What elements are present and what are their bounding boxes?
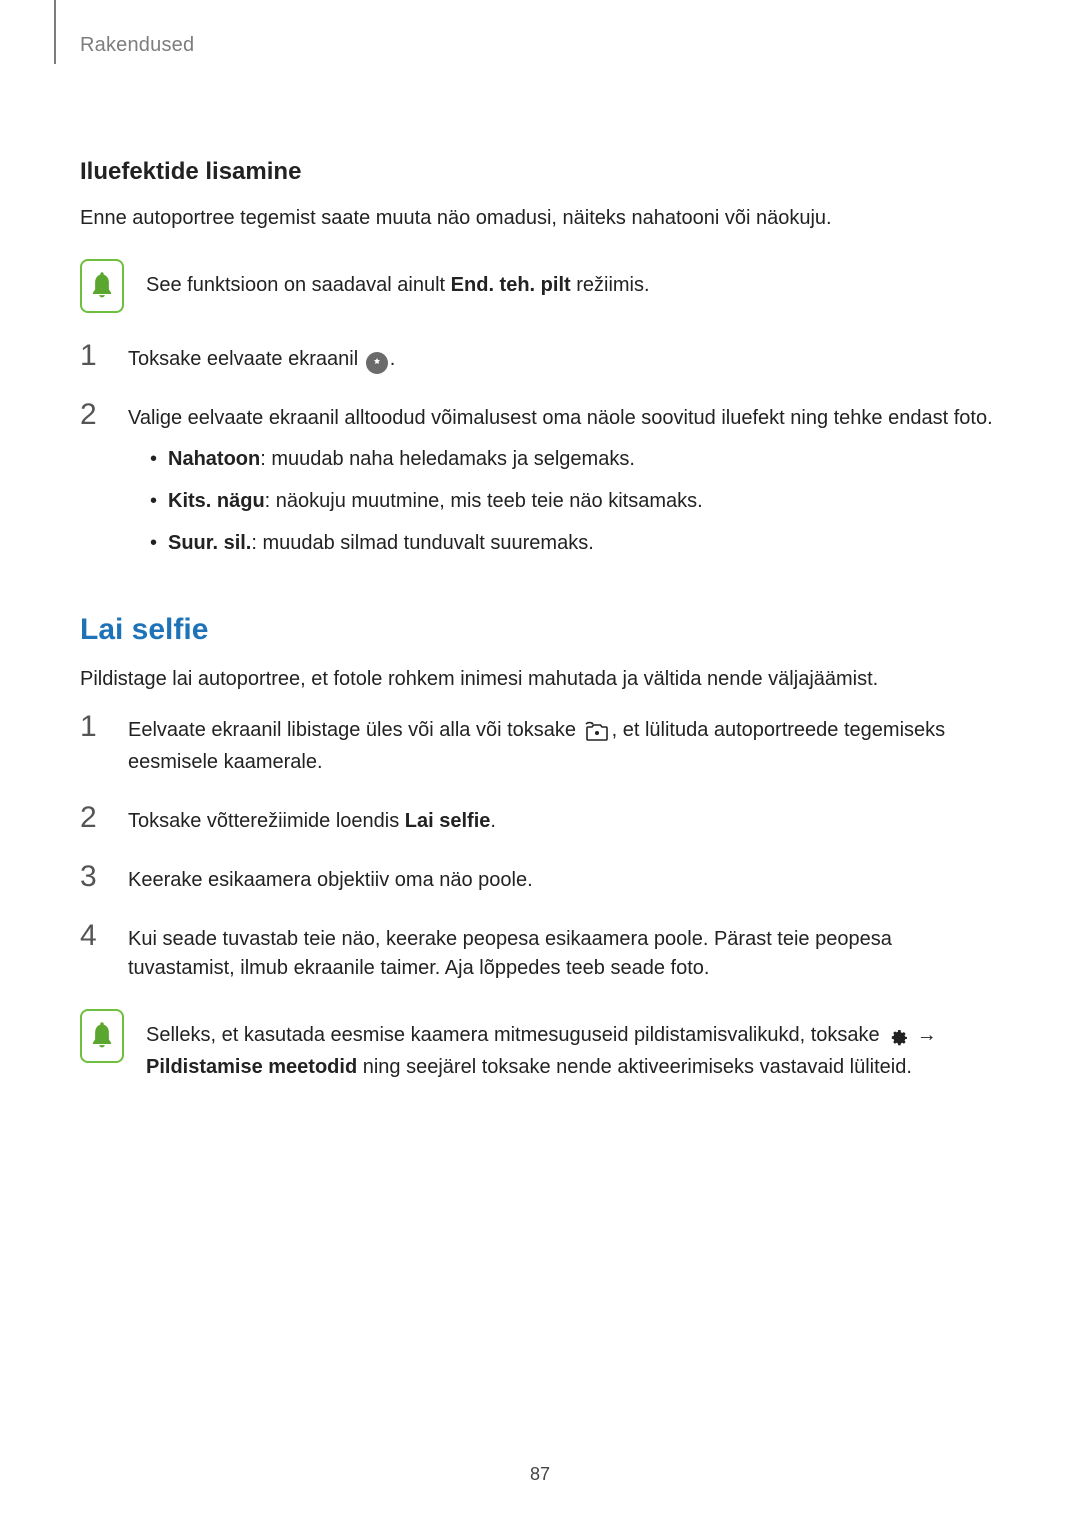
- section-title-beauty: Iluefektide lisamine: [80, 158, 1000, 186]
- ws2-bold: Lai selfie: [405, 810, 491, 832]
- beauty-effect-icon: [366, 352, 388, 374]
- b3-rest: : muudab silmad tunduvalt suuremaks.: [251, 532, 593, 554]
- note-row-2: Selleks, et kasutada eesmise kaamera mit…: [80, 1009, 1000, 1082]
- ws-step-4-text: Kui seade tuvastab teie näo, keerake peo…: [128, 921, 1000, 983]
- step-1: 1 Toksake eelvaate ekraanil .: [80, 341, 1000, 374]
- ws-step-1-text: Eelvaate ekraanil libistage üles või all…: [128, 712, 1000, 777]
- note1-post: režiimis.: [571, 274, 650, 296]
- note2-bold: Pildistamise meetodid: [146, 1056, 357, 1078]
- ws-step-1: 1 Eelvaate ekraanil libistage üles või a…: [80, 712, 1000, 777]
- section-title-wide-selfie: Lai selfie: [80, 613, 1000, 647]
- note-text-1: See funktsioon on saadaval ainult End. t…: [146, 259, 1000, 300]
- ws-step-2-text: Toksake võtterežiimide loendis Lai selfi…: [128, 803, 1000, 836]
- ws1-pre: Eelvaate ekraanil libistage üles või all…: [128, 719, 582, 741]
- ws-step-4: 4 Kui seade tuvastab teie näo, keerake p…: [80, 921, 1000, 983]
- page-number: 87: [0, 1464, 1080, 1485]
- step-2: 2 Valige eelvaate ekraanil alltoodud või…: [80, 400, 1000, 569]
- content: Iluefektide lisamine Enne autoportree te…: [80, 40, 1000, 1082]
- ws-step-2-num: 2: [80, 803, 110, 833]
- b2-rest: : näokuju muutmine, mis teeb teie näo ki…: [265, 490, 703, 512]
- note-bell-icon-2: [80, 1009, 124, 1063]
- note1-pre: See funktsioon on saadaval ainult: [146, 274, 451, 296]
- ws2-post: .: [490, 810, 496, 832]
- b1-rest: : muudab naha heledamaks ja selgemaks.: [260, 448, 635, 470]
- ws-step-4-num: 4: [80, 921, 110, 951]
- note1-bold: End. teh. pilt: [451, 274, 571, 296]
- settings-gear-icon: [887, 1024, 909, 1053]
- note2-post: ning seejärel toksake nende aktiveerimis…: [357, 1056, 912, 1078]
- note2-pre: Selleks, et kasutada eesmise kaamera mit…: [146, 1024, 885, 1046]
- bullet-3: Suur. sil.: muudab silmad tunduvalt suur…: [150, 527, 1000, 559]
- ws-step-3: 3 Keerake esikaamera objektiiv oma näo p…: [80, 862, 1000, 895]
- bullet-1: Nahatoon: muudab naha heledamaks ja selg…: [150, 443, 1000, 475]
- ws-step-3-text: Keerake esikaamera objektiiv oma näo poo…: [128, 862, 1000, 895]
- step1-pre: Toksake eelvaate ekraanil: [128, 348, 364, 370]
- step-2-num: 2: [80, 400, 110, 430]
- bullet-list: Nahatoon: muudab naha heledamaks ja selg…: [128, 443, 1000, 559]
- step-1-num: 1: [80, 341, 110, 371]
- ws-step-1-num: 1: [80, 712, 110, 742]
- step-2-text: Valige eelvaate ekraanil alltoodud võima…: [128, 400, 1000, 569]
- header-rule: [54, 0, 56, 64]
- note-row-1: See funktsioon on saadaval ainult End. t…: [80, 259, 1000, 313]
- note-text-2: Selleks, et kasutada eesmise kaamera mit…: [146, 1009, 1000, 1082]
- b3-bold: Suur. sil.: [168, 532, 251, 554]
- ws-step-3-num: 3: [80, 862, 110, 892]
- b2-bold: Kits. nägu: [168, 490, 265, 512]
- switch-camera-icon: [584, 719, 610, 748]
- ws-step-2: 2 Toksake võtterežiimide loendis Lai sel…: [80, 803, 1000, 836]
- intro-wide-selfie: Pildistage lai autoportree, et fotole ro…: [80, 665, 1000, 694]
- header-label: Rakendused: [80, 34, 194, 57]
- ws2-pre: Toksake võtterežiimide loendis: [128, 810, 405, 832]
- b1-bold: Nahatoon: [168, 448, 260, 470]
- bullet-2: Kits. nägu: näokuju muutmine, mis teeb t…: [150, 485, 1000, 517]
- note-bell-icon: [80, 259, 124, 313]
- step-1-text: Toksake eelvaate ekraanil .: [128, 341, 1000, 374]
- note2-arrow: →: [911, 1024, 937, 1046]
- step2-body: Valige eelvaate ekraanil alltoodud võima…: [128, 404, 1000, 433]
- intro-beauty: Enne autoportree tegemist saate muuta nä…: [80, 204, 1000, 233]
- page: Rakendused Iluefektide lisamine Enne aut…: [0, 0, 1080, 1527]
- step1-post: .: [390, 348, 396, 370]
